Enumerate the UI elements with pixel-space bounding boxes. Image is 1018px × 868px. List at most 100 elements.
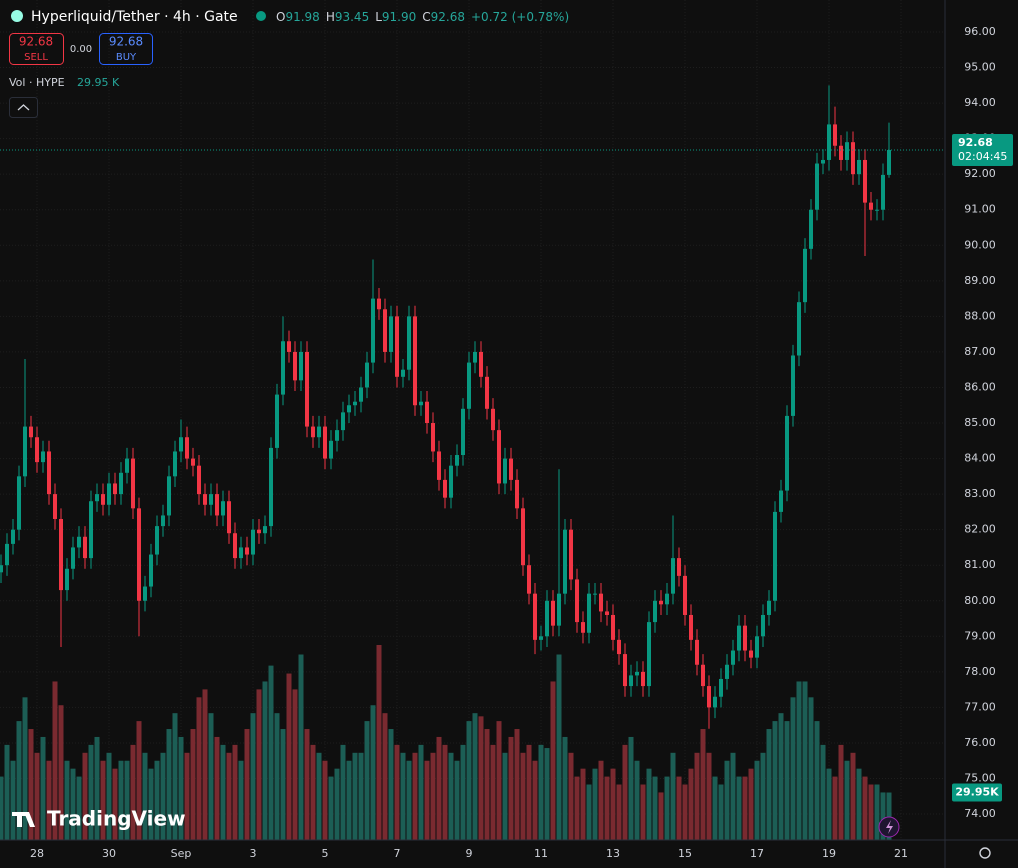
collapse-button[interactable] [9, 97, 38, 118]
volume-bar [166, 729, 172, 840]
volume-bar [640, 784, 646, 840]
buy-price[interactable]: 92.68 [109, 35, 143, 49]
volume-bar [388, 729, 394, 840]
candle-body [707, 686, 711, 708]
buy-button[interactable] [99, 33, 153, 65]
candle-body [407, 316, 411, 370]
candle-body [59, 519, 63, 591]
candle-body [755, 636, 759, 658]
ohlc-key: H [326, 10, 335, 24]
volume-bar [832, 776, 838, 840]
ohlc-key: C [422, 10, 430, 24]
candle-body [665, 593, 669, 605]
candle-body [563, 529, 567, 594]
y-tick-label: 91.00 [964, 203, 996, 216]
candle-body [635, 671, 639, 676]
candle-body [641, 671, 645, 687]
candle-body [149, 554, 153, 587]
volume-bar [10, 760, 16, 840]
volume-bar [28, 729, 34, 840]
settings-icon[interactable] [979, 847, 991, 859]
candle-body [209, 494, 213, 505]
sell-price[interactable]: 92.68 [19, 35, 53, 49]
volume-bar [460, 744, 466, 840]
candle-body [803, 248, 807, 303]
candle-body [623, 654, 627, 687]
candle-body [683, 575, 687, 615]
candle-body [77, 536, 81, 548]
volume-bar [736, 776, 742, 840]
volume-bar [688, 768, 694, 840]
volume-bar [292, 689, 298, 840]
volume-bar [742, 776, 748, 840]
y-tick-label: 94.00 [964, 96, 996, 109]
candle-body [359, 387, 363, 402]
volume-bar [364, 721, 370, 840]
candle-body [17, 476, 21, 530]
candle-body [383, 309, 387, 352]
candle-body [833, 124, 837, 146]
volume-bar [82, 752, 88, 840]
watermark-logo [12, 812, 35, 827]
x-tick-label: 17 [750, 847, 764, 860]
x-tick-label: 21 [894, 847, 908, 860]
volume-bar [706, 752, 712, 840]
candle-body [53, 494, 57, 520]
candle-body [173, 451, 177, 477]
volume-bar [118, 760, 124, 840]
volume-bar [556, 654, 562, 840]
candle-body [869, 202, 873, 210]
volume-bar [466, 721, 472, 840]
candle-body [221, 501, 225, 516]
volume-bar [46, 760, 52, 840]
volume-bar [208, 713, 214, 840]
volume-bar [244, 729, 250, 840]
volume-bar [22, 697, 28, 840]
y-tick-label: 95.00 [964, 61, 996, 74]
y-tick-label: 83.00 [964, 487, 996, 500]
volume-bar [142, 752, 148, 840]
candle-body [647, 622, 651, 687]
buy-label[interactable]: BUY [116, 52, 137, 63]
volume-bar [400, 752, 406, 840]
candle-body [437, 451, 441, 480]
candle-body [689, 614, 693, 640]
volume-bar [280, 729, 286, 840]
sell-button[interactable] [9, 33, 64, 65]
candle-body [677, 558, 681, 576]
candle-body [395, 316, 399, 377]
volume-bar [424, 760, 430, 840]
volume-bar [40, 736, 46, 840]
candle-body [35, 437, 39, 463]
candle-body [431, 423, 435, 452]
x-tick-label: 19 [822, 847, 836, 860]
volume-bar [580, 768, 586, 840]
volume-bar [232, 744, 238, 840]
candle-body [743, 625, 747, 651]
volume-bar [472, 713, 478, 840]
sell-label[interactable]: SELL [24, 52, 48, 63]
y-tick-label: 79.00 [964, 629, 996, 642]
symbol-logo [11, 10, 23, 22]
candle-body [731, 650, 735, 665]
y-tick-label: 76.00 [964, 736, 996, 749]
volume-bar [508, 736, 514, 840]
candle-body [797, 302, 801, 356]
candle-body [515, 479, 519, 509]
candle-body [599, 593, 603, 612]
volume-bar [148, 768, 154, 840]
volume-bar [154, 760, 160, 840]
y-tick-label: 77.00 [964, 700, 996, 713]
candle-body [839, 145, 843, 160]
volume-bar [766, 729, 772, 840]
price-tag [952, 134, 1013, 167]
volume-bar [514, 729, 520, 840]
candle-body [335, 430, 339, 441]
candle-body [365, 362, 369, 388]
volume-bar [34, 752, 40, 840]
volume-bar [562, 736, 568, 840]
volume-bar [586, 784, 592, 840]
volume-bar [130, 744, 136, 840]
y-tick-label: 80.00 [964, 594, 996, 607]
